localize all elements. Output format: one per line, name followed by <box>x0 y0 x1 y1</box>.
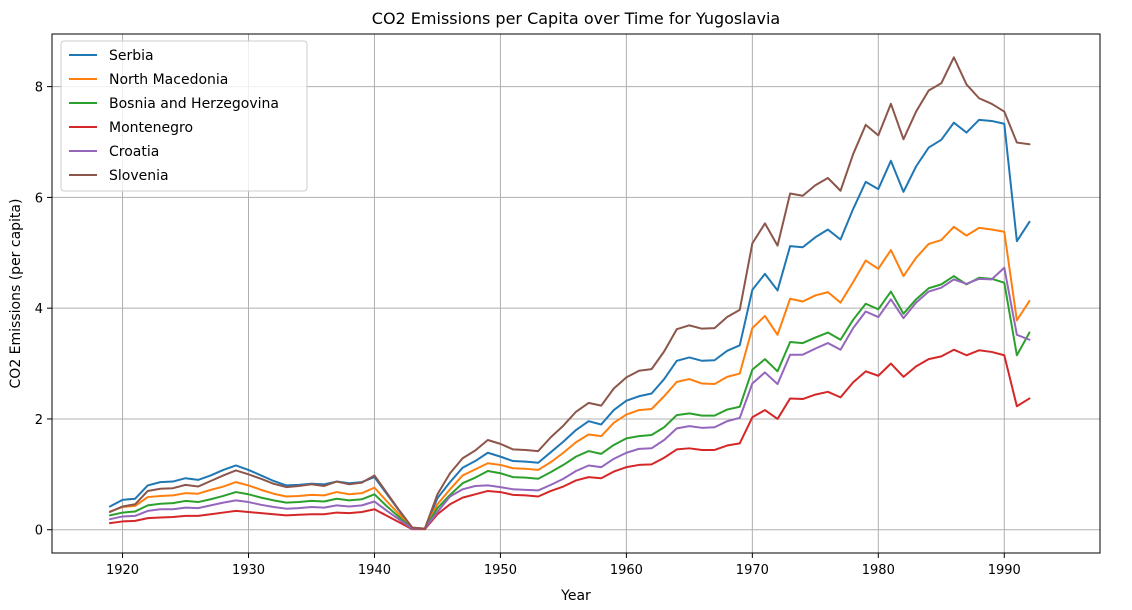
legend-entry-label: Montenegro <box>109 120 193 136</box>
y-tick-label: 2 <box>35 413 43 428</box>
series-line-croatia <box>108 266 1031 530</box>
series-line-serbia <box>108 118 1031 530</box>
x-tick-label: 1970 <box>736 563 769 578</box>
series-line-montenegro <box>108 348 1031 531</box>
x-axis-label: Year <box>560 588 591 604</box>
x-tick-label: 1960 <box>610 563 643 578</box>
x-tick-label: 1990 <box>988 563 1021 578</box>
y-tick-label: 4 <box>35 302 43 317</box>
series-line-north-macedonia <box>108 225 1031 530</box>
series-line-bosnia-and-herzegovina <box>108 275 1031 530</box>
x-tick-label: 1980 <box>862 563 895 578</box>
y-axis-ticks: 0 2 4 6 8 <box>35 81 52 539</box>
x-tick-label: 1940 <box>358 563 391 578</box>
legend-entry-label: Croatia <box>109 144 159 160</box>
x-axis-ticks: 1920 1930 1940 1950 1960 1970 1980 1990 <box>106 553 1021 578</box>
y-tick-label: 8 <box>35 81 43 96</box>
series-lines <box>108 56 1031 531</box>
x-tick-label: 1950 <box>484 563 517 578</box>
series-line-slovenia <box>108 56 1031 530</box>
y-tick-label: 6 <box>35 191 43 206</box>
legend-entry-label: Serbia <box>109 48 154 64</box>
legend-entry-label: Bosnia and Herzegovina <box>109 96 279 112</box>
legend-entry-label: North Macedonia <box>109 72 228 88</box>
plot-frame <box>51 33 1101 554</box>
x-tick-label: 1920 <box>106 563 139 578</box>
legend-entry-label: Slovenia <box>109 168 169 184</box>
legend: Serbia North Macedonia Bosnia and Herzegov… <box>60 40 308 192</box>
y-axis-label: CO2 Emissions (per capita) <box>8 199 24 389</box>
x-tick-label: 1930 <box>232 563 265 578</box>
y-tick-label: 0 <box>35 524 43 539</box>
chart-title: CO2 Emissions per Capita over Time for Y… <box>372 9 780 28</box>
legend-box <box>60 40 308 192</box>
